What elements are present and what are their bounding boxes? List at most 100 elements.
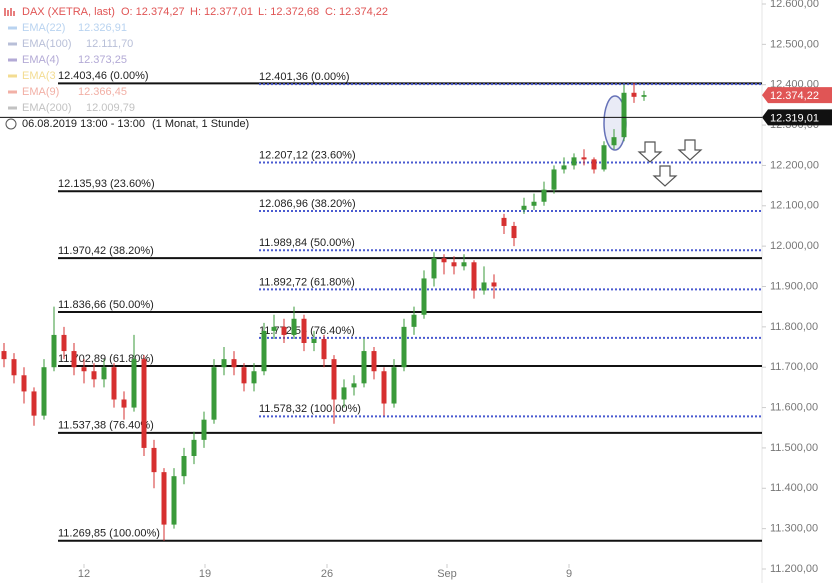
header-low: L: 12.372,68	[258, 6, 319, 18]
candle-body	[211, 367, 217, 420]
y-tick-label: 12.100,00	[770, 200, 819, 212]
candle-body	[591, 159, 597, 170]
candle-body	[241, 367, 247, 384]
legend-value: 12.366,45	[78, 86, 127, 98]
period-note: (1 Monat, 1 Stunde)	[152, 118, 249, 130]
candle-body	[331, 359, 337, 400]
candle-body	[451, 262, 457, 267]
candle-body	[291, 318, 297, 335]
candle-body	[581, 157, 587, 160]
header-name: DAX (XETRA, last)	[22, 6, 115, 18]
candle-body	[131, 359, 137, 408]
x-tick-label: 19	[199, 568, 211, 580]
price-tag	[762, 87, 832, 104]
fib-label: 11.269,85 (100.00%)	[58, 528, 160, 540]
candle-body	[361, 351, 367, 384]
candle-body	[321, 338, 327, 360]
fib-label: 11.578,32 (100.00%)	[259, 403, 361, 415]
legend-value: 12.326,91	[78, 22, 127, 34]
candle-body	[641, 95, 647, 97]
chart-icon	[4, 8, 15, 16]
candle-body	[461, 262, 467, 267]
candle-body	[201, 419, 207, 440]
candle-body	[401, 326, 407, 368]
candle-body	[221, 359, 227, 368]
candle-body	[421, 278, 427, 315]
candle-body	[621, 92, 627, 138]
candle-body	[81, 367, 87, 372]
candle-body	[391, 367, 397, 404]
header-close: C: 12.374,22	[325, 6, 388, 18]
candle-body	[11, 359, 17, 376]
candle-body	[611, 137, 617, 146]
legend-name: EMA(22)	[22, 22, 65, 34]
price-tag-label: 12.374,22	[770, 90, 819, 102]
y-tick-label: 11.900,00	[770, 280, 818, 292]
fib-label: 12.135,93 (23.60%)	[58, 178, 155, 190]
candle-body	[21, 375, 27, 392]
fib-label: 11.892,72 (61.80%)	[259, 276, 355, 288]
y-tick-label: 11.700,00	[770, 361, 818, 373]
candle-body	[441, 258, 447, 263]
candle-body	[1, 351, 7, 360]
y-tick-label: 11.200,00	[770, 563, 818, 575]
candle-body	[531, 201, 537, 206]
candle-body	[181, 455, 187, 477]
fib-label: 11.970,42 (38.20%)	[58, 245, 154, 257]
candle-body	[341, 387, 347, 400]
candle-body	[301, 318, 307, 343]
x-tick-label: 12	[78, 568, 90, 580]
arrows	[637, 139, 703, 187]
candle-body	[261, 330, 267, 372]
candle-body	[501, 217, 507, 226]
period: 06.08.2019 13:00 - 13:00	[22, 118, 145, 130]
y-tick-label: 12.600,00	[770, 0, 819, 10]
header	[4, 8, 15, 16]
candle-body	[481, 282, 487, 291]
candle-body	[601, 145, 607, 170]
candle-body	[431, 258, 437, 279]
candle-body	[371, 351, 377, 372]
price-tag	[762, 109, 832, 126]
x-tick-label: 9	[566, 568, 572, 580]
candle-body	[251, 371, 257, 384]
down-arrow	[652, 165, 678, 187]
price-tag-label: 12.319,01	[770, 112, 819, 124]
y-tick-label: 11.800,00	[770, 321, 818, 333]
candle-body	[511, 225, 517, 239]
candle-body	[571, 157, 577, 166]
fib-label: 12.401,36 (0.00%)	[259, 71, 350, 83]
legend-value: 12.111,70	[86, 38, 133, 50]
fib-label: 12.403,46 (0.00%)	[58, 70, 149, 82]
header-high: H: 12.377,01	[190, 6, 253, 18]
candle-body	[411, 314, 417, 327]
candle-body	[381, 371, 387, 404]
x-tick-label: 26	[321, 568, 333, 580]
candle-body	[521, 205, 527, 210]
x-tick-label: Sep	[437, 568, 457, 580]
header-open: O: 12.374,27	[121, 6, 185, 18]
candle-body	[121, 399, 127, 408]
candle-body	[141, 359, 147, 448]
candle-body	[471, 262, 477, 291]
y-tick-label: 11.400,00	[770, 482, 818, 494]
candle-body	[151, 447, 157, 473]
candle-body	[561, 165, 567, 170]
candle-body	[91, 371, 97, 380]
candle-body	[71, 351, 77, 368]
down-arrow	[637, 141, 663, 163]
candle-body	[541, 189, 547, 202]
legend-name: EMA(3	[22, 70, 56, 82]
candle-body	[41, 367, 47, 416]
candle-body	[281, 326, 287, 335]
candle-body	[101, 367, 107, 380]
legend-name: EMA(200)	[22, 102, 72, 114]
y-tick-label: 12.200,00	[770, 159, 819, 171]
fib-label: 11.989,84 (50.00%)	[259, 237, 355, 249]
candle-body	[491, 282, 497, 287]
candle-body	[31, 391, 37, 416]
y-tick-label: 11.600,00	[770, 401, 818, 413]
candle-body	[231, 359, 237, 368]
